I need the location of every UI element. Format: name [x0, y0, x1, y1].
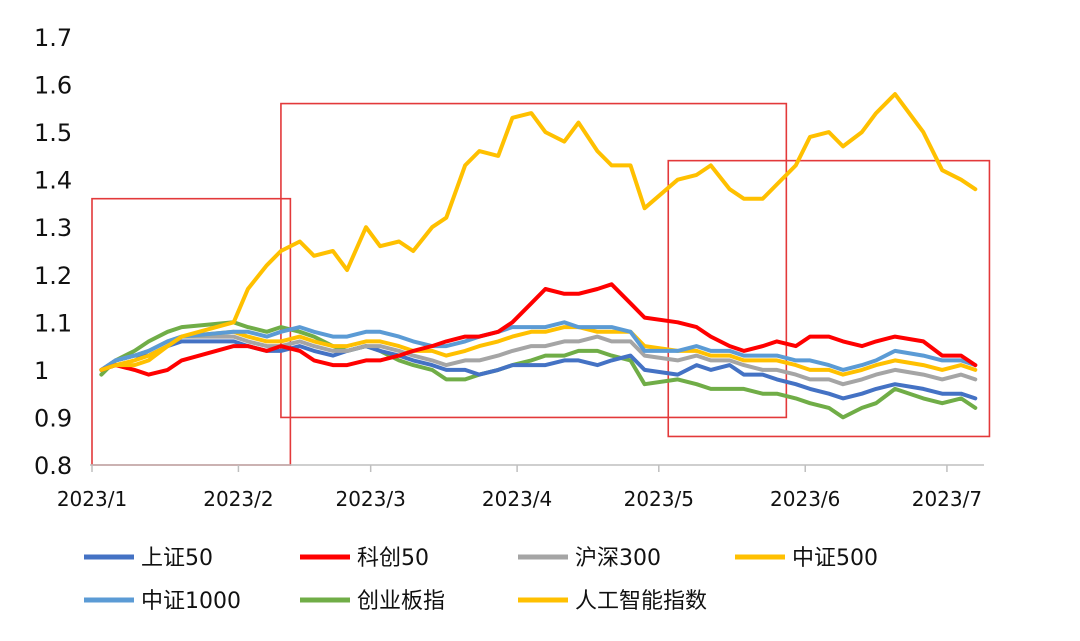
legend-label: 人工智能指数	[575, 589, 707, 614]
y-tick-label: 1.5	[34, 119, 72, 147]
y-tick-label: 1.2	[34, 262, 72, 290]
series-line-1	[99, 282, 978, 377]
y-tick-label: 1.1	[34, 309, 72, 337]
series-line-2	[99, 334, 978, 387]
series-line-6	[99, 92, 978, 372]
legend-label: 中证1000	[141, 589, 241, 614]
series-line-3	[99, 325, 978, 377]
legend-label: 上证50	[141, 546, 213, 571]
series-lines	[99, 92, 978, 420]
x-tick-label: 2023/1	[57, 487, 127, 511]
legend-label: 创业板指	[357, 589, 445, 614]
legend-label: 中证500	[792, 546, 878, 571]
tick-labels: 2023/1 2023/2 2023/3 2023/4 2023/5 2023/6 2023…	[34, 24, 982, 511]
highlight-box	[280, 102, 788, 419]
x-tick-label: 2023/3	[335, 487, 405, 511]
y-tick-label: 0.9	[34, 404, 72, 432]
highlight-box	[667, 159, 991, 438]
y-tick-label: 1.6	[34, 72, 72, 100]
legend-label: 沪深300	[575, 546, 661, 571]
series-line-5	[99, 320, 978, 420]
y-tick-label: 1.7	[34, 24, 72, 52]
y-tick-label: 1	[34, 357, 49, 385]
y-tick-label: 1.4	[34, 167, 72, 195]
x-tick-label: 2023/7	[912, 487, 982, 511]
x-tick-label: 2023/6	[770, 487, 840, 511]
legend-label: 科创50	[357, 546, 429, 571]
x-tick-label: 2023/5	[624, 487, 694, 511]
series-line-4	[99, 320, 978, 372]
legend: 上证50 科创50 沪深300 中证500 中证1000 创业板指 人工智能指数	[84, 546, 878, 614]
x-tick-label: 2023/4	[482, 487, 552, 511]
x-tick-label: 2023/2	[203, 487, 273, 511]
y-tick-label: 1.3	[34, 214, 72, 242]
axes	[90, 464, 984, 472]
y-tick-label: 0.8	[34, 452, 72, 480]
